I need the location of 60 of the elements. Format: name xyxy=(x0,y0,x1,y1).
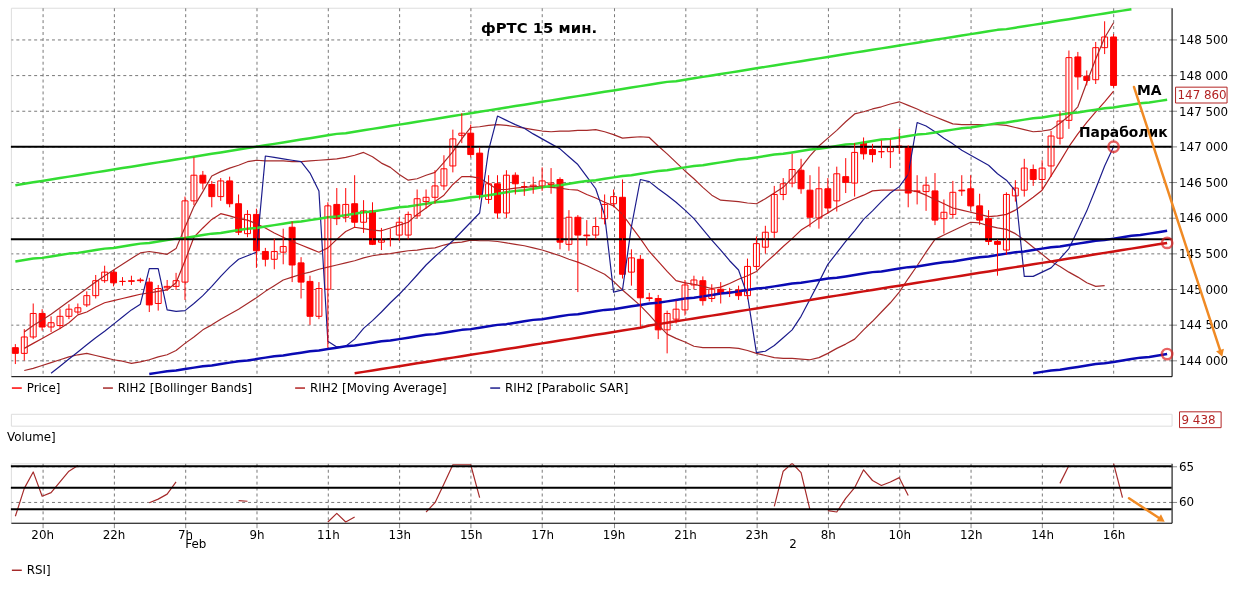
legend-label: Price] xyxy=(26,381,61,396)
candlestick xyxy=(958,174,966,197)
point xyxy=(1160,347,1174,361)
candlestick xyxy=(627,248,635,287)
x-tick-label: 22h xyxy=(102,528,126,543)
x-tick-label: 20h xyxy=(31,528,54,543)
legend-label: RIH2 [Bollinger Bands] xyxy=(117,381,253,396)
candlestick xyxy=(645,292,653,302)
text: 2 xyxy=(789,537,797,552)
y-tick-label: 65 xyxy=(1179,459,1195,474)
point xyxy=(1160,236,1174,250)
x-tick-label: 19h xyxy=(602,528,626,543)
candlestick xyxy=(279,228,287,265)
x-tick-label: 12h xyxy=(959,528,983,543)
candlestick xyxy=(127,275,135,286)
text: Volume] xyxy=(6,429,56,444)
text: 9 438 xyxy=(1181,412,1216,427)
x-tick-label: 13h xyxy=(388,528,412,543)
candlestick xyxy=(869,143,876,163)
candlestick xyxy=(833,166,841,213)
candlestick xyxy=(261,247,269,267)
candlestick xyxy=(83,290,91,308)
x-tick-label: 23h xyxy=(745,528,769,543)
annotation: MA xyxy=(1136,82,1162,99)
candlestick xyxy=(1020,158,1028,198)
legend-label: RSI] xyxy=(26,563,51,578)
text: фРТС 15 мин. xyxy=(480,18,598,37)
line-series xyxy=(353,241,1169,375)
x-tick-label: 9h xyxy=(249,528,265,543)
legend-label: RIH2 [Parabolic SAR] xyxy=(505,381,629,396)
y-tick-label: 60 xyxy=(1179,495,1195,510)
y-tick-label: 144 000 xyxy=(1179,353,1229,368)
line-series xyxy=(148,229,1169,376)
candlestick xyxy=(592,216,600,240)
y-tick-label: 146 500 xyxy=(1179,175,1229,190)
x-tick-label: 16h xyxy=(1102,528,1126,543)
x-tick-label: 14h xyxy=(1031,528,1054,543)
candlestick xyxy=(994,238,1001,277)
x-tick-label: 8h xyxy=(820,528,836,543)
x-tick-label: 21h xyxy=(674,528,697,543)
line-series xyxy=(14,98,1169,263)
candlestick xyxy=(583,219,591,247)
point xyxy=(1107,140,1120,154)
x-tick-label: 17h xyxy=(531,528,554,543)
candlestick xyxy=(842,157,850,194)
legend-label: RIH2 [Moving Average] xyxy=(309,381,447,396)
candlestick xyxy=(136,277,144,284)
line-series xyxy=(1031,352,1169,375)
candlestick xyxy=(270,238,278,270)
text: 147 860 xyxy=(1177,88,1227,103)
x-tick-label: 15h xyxy=(459,528,483,543)
y-tick-label: 147 000 xyxy=(1179,140,1229,155)
candlestick xyxy=(11,343,19,365)
x-tick-label: 10h xyxy=(888,528,912,543)
x-tick-label: 11h xyxy=(317,528,340,543)
y-tick-label: 148 500 xyxy=(1179,33,1229,48)
y-tick-label: 147 500 xyxy=(1179,104,1229,119)
candlestick xyxy=(967,174,975,212)
y-tick-label: 148 000 xyxy=(1179,68,1229,83)
y-tick-label: 146 000 xyxy=(1179,211,1229,226)
